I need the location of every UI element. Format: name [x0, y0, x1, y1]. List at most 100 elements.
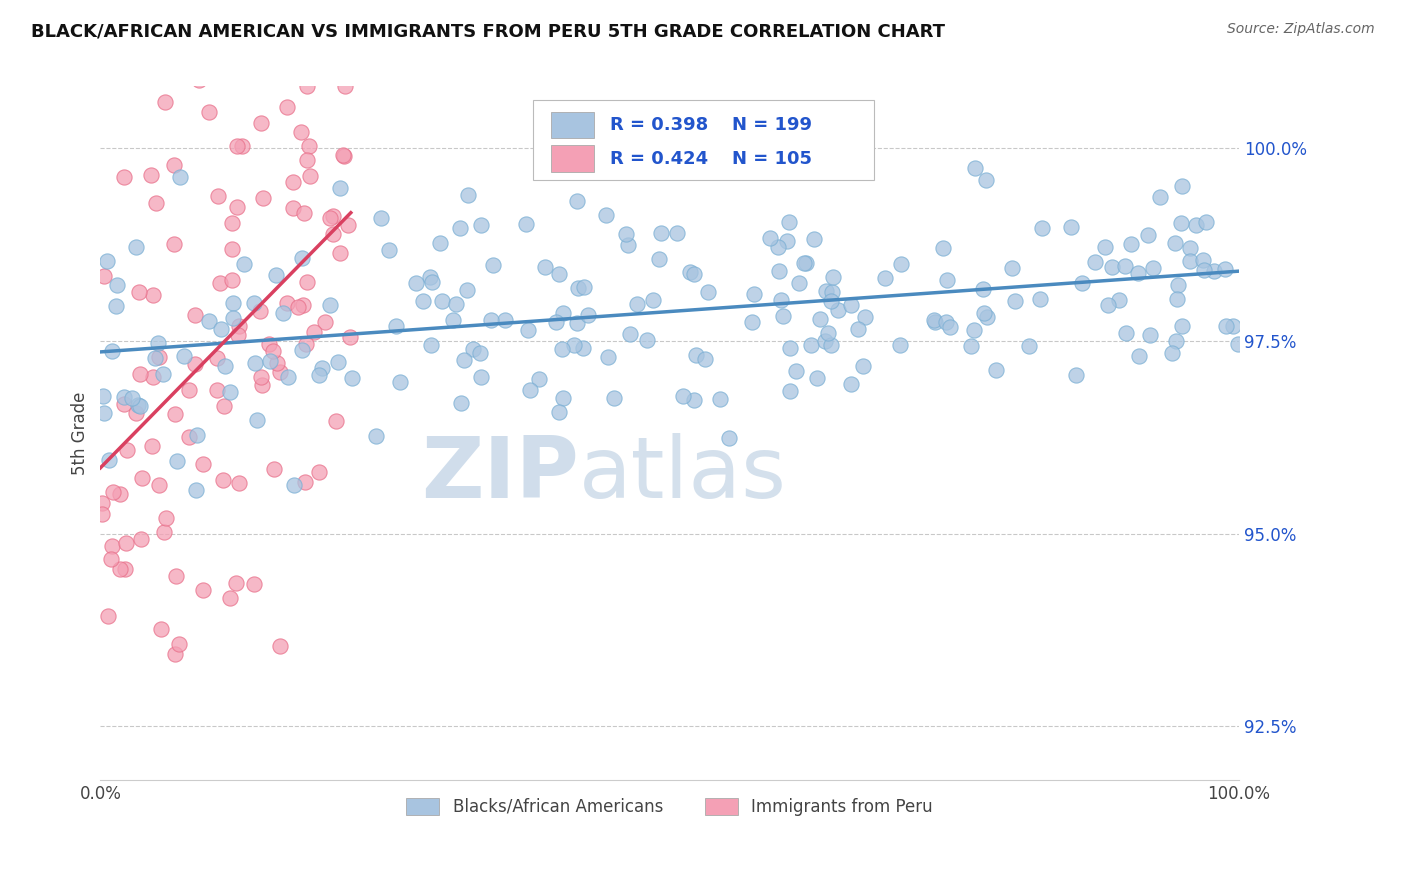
- Point: [1171, 178, 1194, 193]
- Point: [297, 153, 319, 167]
- Point: [283, 477, 305, 491]
- Point: [322, 227, 344, 242]
- Point: [1001, 260, 1024, 275]
- Point: [322, 209, 344, 223]
- Point: [108, 562, 131, 576]
- Point: [299, 169, 322, 183]
- Point: [131, 471, 153, 485]
- Point: [150, 623, 173, 637]
- Point: [250, 378, 273, 392]
- Text: atlas: atlas: [578, 434, 786, 516]
- Point: [112, 397, 135, 411]
- Point: [939, 320, 962, 334]
- Point: [412, 293, 434, 308]
- Point: [1126, 266, 1149, 280]
- Point: [614, 227, 637, 241]
- Point: [1164, 235, 1187, 250]
- Point: [1004, 294, 1026, 309]
- Point: [93, 268, 115, 283]
- Point: [221, 242, 243, 256]
- Point: [1192, 252, 1215, 267]
- Point: [666, 226, 689, 240]
- Point: [340, 371, 363, 385]
- Point: [273, 305, 295, 319]
- Point: [169, 169, 191, 184]
- Point: [785, 364, 807, 378]
- Point: [276, 100, 298, 114]
- Point: [450, 396, 472, 410]
- Point: [222, 296, 245, 310]
- Point: [1018, 339, 1040, 353]
- Point: [827, 302, 849, 317]
- Point: [1135, 59, 1157, 73]
- Point: [97, 608, 120, 623]
- Point: [91, 496, 114, 510]
- Point: [212, 399, 235, 413]
- Point: [776, 234, 799, 248]
- Point: [934, 315, 956, 329]
- Point: [188, 72, 211, 87]
- Point: [165, 407, 187, 421]
- Point: [853, 310, 876, 325]
- Point: [264, 268, 287, 282]
- Point: [226, 139, 249, 153]
- Point: [91, 389, 114, 403]
- Point: [794, 255, 817, 269]
- Point: [1202, 264, 1225, 278]
- Point: [1149, 189, 1171, 203]
- Point: [741, 315, 763, 329]
- Point: [519, 384, 541, 398]
- Point: [922, 313, 945, 327]
- Point: [105, 278, 128, 293]
- Text: R = 0.424: R = 0.424: [610, 150, 709, 168]
- Point: [231, 138, 253, 153]
- Point: [679, 264, 702, 278]
- Point: [1031, 220, 1053, 235]
- Point: [283, 175, 305, 189]
- Point: [263, 462, 285, 476]
- Point: [292, 206, 315, 220]
- Legend: Blacks/African Americans, Immigrants from Peru: Blacks/African Americans, Immigrants fro…: [398, 789, 942, 824]
- Point: [648, 252, 671, 266]
- Point: [115, 442, 138, 457]
- Point: [494, 313, 516, 327]
- Point: [626, 297, 648, 311]
- Point: [1108, 293, 1130, 308]
- Point: [96, 254, 118, 268]
- Point: [143, 351, 166, 366]
- Point: [572, 341, 595, 355]
- Y-axis label: 5th Grade: 5th Grade: [72, 392, 89, 475]
- Point: [225, 575, 247, 590]
- Point: [1128, 349, 1150, 363]
- Point: [298, 138, 321, 153]
- Point: [101, 539, 124, 553]
- Point: [567, 316, 589, 330]
- Point: [225, 200, 247, 214]
- Point: [207, 188, 229, 202]
- Point: [1136, 228, 1159, 243]
- Point: [742, 287, 765, 301]
- Point: [959, 339, 981, 353]
- Point: [889, 337, 911, 351]
- Point: [226, 327, 249, 342]
- Point: [596, 350, 619, 364]
- Point: [148, 336, 170, 351]
- Point: [326, 355, 349, 369]
- Point: [641, 293, 664, 308]
- Point: [257, 336, 280, 351]
- Point: [262, 343, 284, 358]
- Point: [333, 149, 356, 163]
- Point: [800, 338, 823, 352]
- Point: [128, 285, 150, 299]
- Point: [186, 427, 208, 442]
- Point: [329, 181, 352, 195]
- Point: [823, 270, 845, 285]
- Point: [758, 231, 780, 245]
- Point: [266, 356, 288, 370]
- Point: [772, 309, 794, 323]
- Point: [682, 393, 704, 408]
- Text: ZIP: ZIP: [420, 434, 578, 516]
- Point: [191, 582, 214, 597]
- Point: [218, 591, 240, 605]
- Point: [319, 211, 342, 225]
